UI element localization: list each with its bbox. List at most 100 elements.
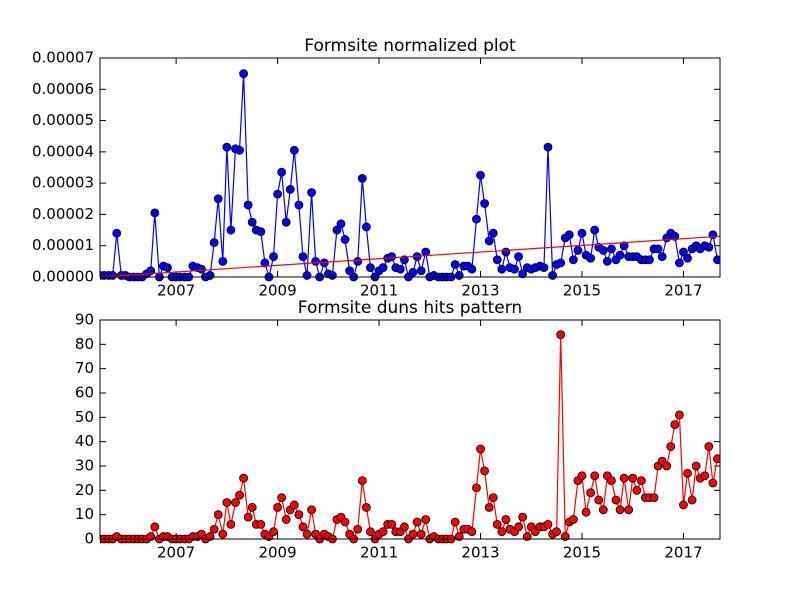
data-point [395,264,405,274]
data-point [679,500,688,510]
data-point [311,256,321,266]
data-point [307,188,316,197]
data-point [209,524,219,534]
data-point [235,490,244,500]
data-point [366,527,375,537]
data-point [670,231,680,241]
y-tick-label: 70 [75,359,94,377]
data-point [510,264,519,274]
data-point [708,478,718,488]
data-point [269,252,278,262]
data-point [260,258,270,268]
data-point [594,495,604,505]
y-tick-label: 20 [75,481,94,499]
data-point [387,252,397,262]
data-point [243,512,253,522]
x-tick-label: 2013 [461,282,499,300]
data-point [687,495,697,505]
y-tick-label: 0 [84,530,94,548]
y-tick-label: 0.00002 [32,205,94,223]
y-tick-label: 0.00001 [32,236,94,254]
data-point [289,500,299,510]
data-point [619,473,629,483]
data-point [345,266,355,276]
x-tick-label: 2009 [258,282,296,300]
data-point [653,244,663,254]
data-point [285,184,295,194]
data-point [281,515,291,524]
data-point [598,246,608,255]
data-point [568,515,578,524]
data-point [269,527,278,537]
data-point [488,228,498,238]
data-point [476,170,485,180]
data-point [619,241,629,251]
data-point [327,271,337,280]
data-point [421,515,431,524]
x-tick-label: 2011 [360,544,398,562]
data-point [568,255,578,265]
data-point [231,498,240,507]
data-point [492,255,502,265]
y-tick-label: 0.00006 [32,80,94,98]
data-point [378,527,388,537]
data-point [454,271,464,280]
data-point [590,471,600,481]
data-point [421,247,431,257]
data-point [683,468,692,478]
data-point [484,502,494,512]
data-point [450,517,460,527]
data-point [556,330,566,340]
x-tick-label: 2007 [157,544,195,562]
data-point [543,142,553,152]
y-tick-label: 10 [75,505,94,523]
y-tick-label: 40 [75,432,94,450]
y-tick-label: 0.00005 [32,111,94,129]
x-tick-label: 2015 [563,282,601,300]
data-point [298,252,308,262]
data-point [218,256,228,266]
data-point [340,235,350,244]
x-tick-label: 2017 [664,544,702,562]
data-point [400,522,409,532]
data-point [514,252,523,262]
data-point [713,454,720,464]
data-point [691,461,701,471]
data-point [679,247,688,257]
data-point [624,505,634,515]
data-point [408,529,418,539]
data-point [539,263,549,273]
data-point [607,476,616,486]
data-point [239,69,248,79]
data-point [150,522,160,532]
data-point [704,442,714,451]
data-point [450,260,460,269]
x-tick-label: 2015 [563,544,601,562]
data-point [277,493,287,503]
data-point [361,222,371,232]
data-point [518,269,528,279]
chart-title: Formsite normalized plot [304,36,516,56]
data-point [564,230,574,240]
data-point [298,522,308,532]
data-point [480,466,489,476]
data-point [256,227,266,237]
data-point [675,258,684,268]
data-point [235,145,244,155]
data-point [467,264,477,274]
chart-title: Formsite duns hits pattern [298,298,522,318]
data-point [197,264,206,274]
data-point [222,498,232,507]
y-tick-label: 50 [75,408,94,426]
data-point [146,266,156,276]
data-point [302,271,312,280]
data-point [497,527,507,537]
data-point [662,461,672,471]
data-point [573,246,583,255]
data-point [273,502,282,512]
data-point [366,263,375,273]
trend-line [100,235,720,278]
data-point [590,225,600,235]
data-point [336,219,346,229]
data-point [556,258,566,268]
